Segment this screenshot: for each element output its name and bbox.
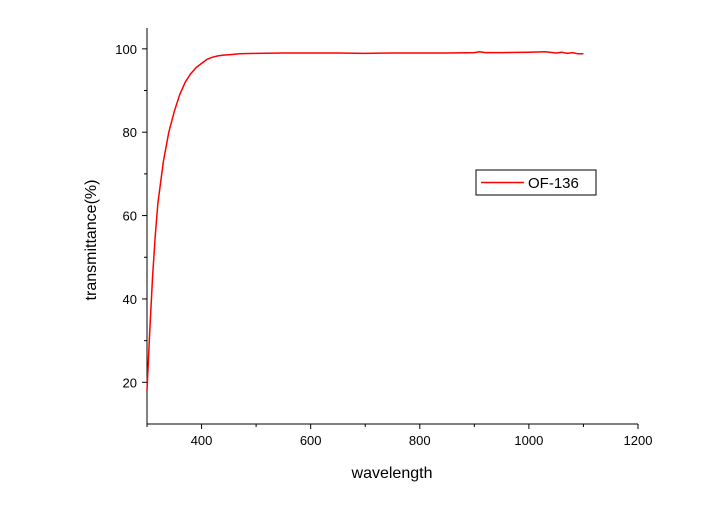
y-axis-ticks: 20 40 60 80 100	[115, 42, 147, 390]
y-tick-label: 80	[123, 125, 137, 140]
legend: OF-136	[475, 169, 597, 196]
x-tick-label: 600	[300, 433, 322, 448]
y-tick-label: 20	[123, 375, 137, 390]
series-layer	[146, 51, 584, 391]
x-tick-label: 400	[191, 433, 213, 448]
y-tick-label: 40	[123, 292, 137, 307]
x-axis-ticks: 400 600 800 1000 1200	[146, 424, 653, 448]
y-axis-label: transmittance(%)	[83, 180, 100, 301]
x-axis-label: wavelength	[351, 465, 433, 482]
y-tick-label: 100	[115, 42, 137, 57]
x-tick-label: 1000	[514, 433, 543, 448]
y-tick-label: 60	[123, 209, 137, 224]
x-tick-label: 1200	[624, 433, 653, 448]
series-line-of-136	[146, 51, 584, 391]
legend-label-of-136: OF-136	[528, 175, 579, 192]
x-tick-label: 800	[409, 433, 431, 448]
